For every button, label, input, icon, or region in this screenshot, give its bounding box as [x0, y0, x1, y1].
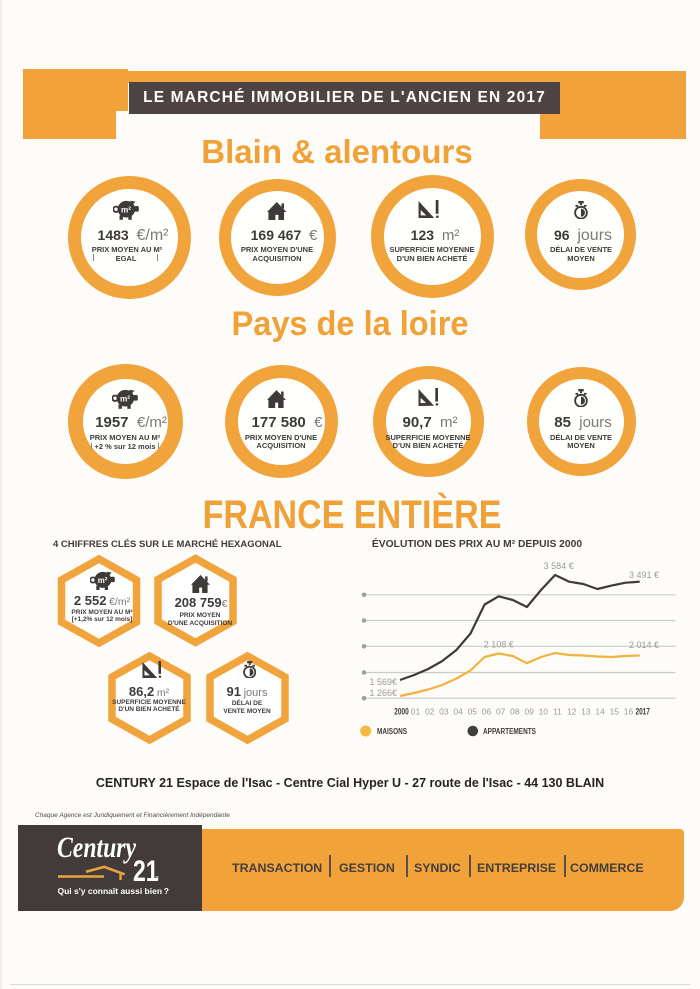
svg-text:3 491 €: 3 491 €: [629, 570, 659, 580]
svg-text:2000: 2000: [394, 707, 409, 717]
svg-text:3 584 €: 3 584 €: [544, 561, 574, 571]
svg-text:2 108 €: 2 108 €: [484, 640, 514, 650]
svg-text:10: 10: [539, 707, 549, 717]
svg-text:09: 09: [524, 707, 534, 717]
svg-text:06: 06: [482, 707, 492, 717]
svg-text:2 014 €: 2 014 €: [629, 640, 659, 650]
svg-text:03: 03: [439, 707, 449, 717]
svg-text:12: 12: [567, 707, 577, 717]
svg-text:MAISONS: MAISONS: [377, 727, 408, 736]
svg-text:15: 15: [610, 707, 620, 717]
svg-text:14: 14: [595, 707, 605, 717]
svg-text:04: 04: [453, 707, 463, 717]
svg-text:02: 02: [425, 707, 435, 717]
svg-text:13: 13: [581, 707, 591, 717]
svg-text:11: 11: [553, 707, 562, 717]
svg-text:1 569€: 1 569€: [369, 677, 397, 687]
svg-text:1 266€: 1 266€: [369, 688, 397, 698]
svg-text:2017: 2017: [635, 707, 650, 717]
svg-text:07: 07: [496, 707, 506, 717]
svg-text:16: 16: [624, 707, 634, 717]
svg-text:05: 05: [468, 707, 478, 717]
svg-text:08: 08: [510, 707, 520, 717]
svg-text:APPARTEMENTS: APPARTEMENTS: [483, 727, 537, 736]
svg-text:01: 01: [411, 707, 421, 717]
